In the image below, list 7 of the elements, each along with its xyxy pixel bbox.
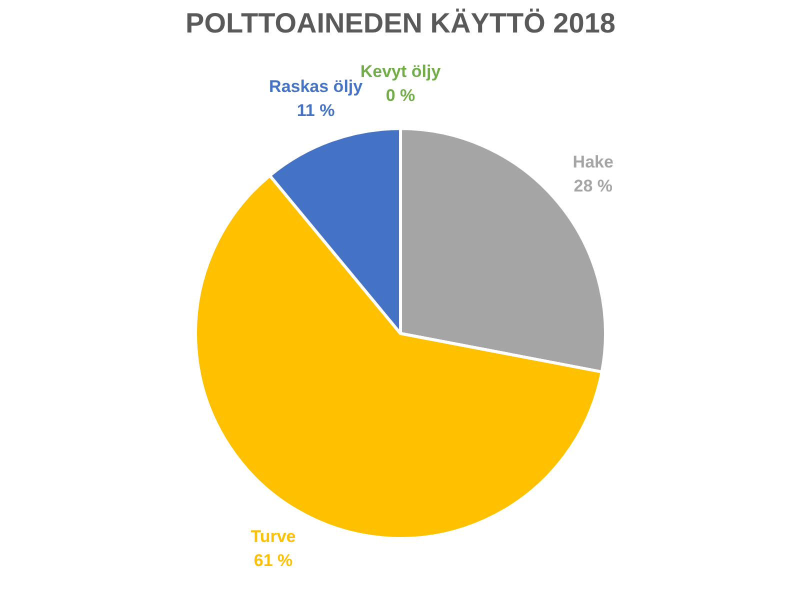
slice-label: Hake xyxy=(572,152,614,172)
text: 0 % xyxy=(386,86,416,105)
data-label: 28 % xyxy=(574,176,613,196)
data-label: 11 % xyxy=(296,100,335,120)
slice-label: Turve xyxy=(250,527,296,546)
data-label: 61 % xyxy=(254,551,293,570)
chart-title: POLTTOAINEDEN KÄYTTÖ 2018 xyxy=(186,8,616,38)
